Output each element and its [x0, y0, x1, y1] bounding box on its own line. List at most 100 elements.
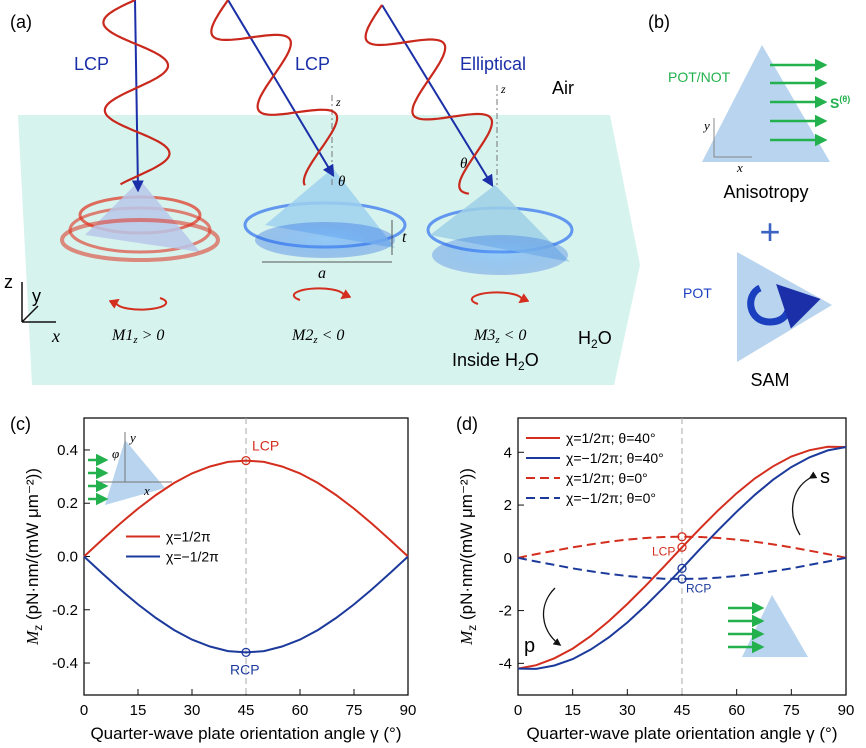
inside-label: Inside H2O: [452, 350, 539, 373]
axes: [100, 432, 172, 483]
annotation: LCP: [652, 544, 675, 558]
annotation: RCP: [230, 661, 260, 677]
beam-label: Elliptical: [460, 54, 526, 74]
inset-c: [88, 432, 172, 506]
sam-arrow: [747, 284, 821, 329]
y-tick-label: -4: [499, 655, 512, 672]
axis-letter: y: [702, 118, 710, 133]
ring: [432, 235, 568, 275]
x-tick-label: 60: [728, 702, 745, 719]
panel-label: (d): [456, 414, 478, 434]
marker: [241, 455, 251, 466]
x-tick-label: 75: [783, 702, 800, 719]
y-tick-label: 0.2: [57, 495, 78, 512]
y-label-symbol: M: [457, 630, 476, 646]
theta-label: θ: [338, 174, 346, 190]
panel-b: POT/NOT S(θ) y x Anisotropy + POT SAM: [668, 45, 850, 390]
pot-label: POT: [683, 285, 712, 301]
series-line: [83, 555, 409, 654]
x-tick-label: 15: [564, 702, 581, 719]
beam-label: LCP: [74, 54, 109, 74]
y-label-sub: z: [465, 625, 479, 631]
torque-arrow: [470, 291, 530, 305]
y-tick-label: 0: [504, 550, 512, 567]
x-tick-label: 0: [80, 702, 88, 719]
y-tick-label: -0.4: [52, 655, 78, 672]
ring: [255, 222, 395, 258]
legend-label: χ=−1/2π; θ=0°: [566, 490, 656, 506]
x-tick-label: 90: [400, 702, 417, 719]
x-tick-label: 90: [838, 702, 855, 719]
a-label: a: [318, 265, 326, 282]
z-label: z: [500, 82, 506, 96]
y-tick-label: -0.2: [52, 602, 78, 619]
helix: [102, 0, 171, 186]
series-line: [517, 445, 847, 670]
x-tick-label: 60: [292, 702, 309, 719]
panel-a: LCP LCP Elliptical Air z z θ θ t a M1z >…: [4, 0, 640, 385]
annotation: s: [820, 466, 830, 488]
y-tick-label: 0.0: [57, 549, 78, 566]
torque-label: M1z > 0: [111, 327, 164, 346]
y-axis-label: Mz (pN·nm/(mW μm⁻²)): [457, 468, 479, 646]
x-tick-label: 0: [514, 702, 522, 719]
x-axis-label: Quarter-wave plate orientation angle γ (…: [90, 724, 401, 743]
y-axis-label: Mz (pN·nm/(mW μm⁻²)): [23, 468, 45, 646]
y-tick-label: -2: [499, 603, 512, 620]
marker: [677, 563, 687, 574]
theta-label: θ: [460, 156, 468, 172]
pyramid: [85, 180, 200, 252]
axis-letter: z: [4, 272, 13, 292]
helix: [364, 4, 494, 195]
curve-arrow: [542, 587, 562, 646]
y-tick-label: 4: [504, 444, 512, 461]
legend-label: χ=1/2π; θ=40°: [566, 430, 656, 446]
panel-label: (b): [648, 12, 670, 32]
ring: [60, 218, 220, 262]
beam: [131, 0, 144, 193]
legend-label: χ=−1/2π; θ=40°: [566, 450, 664, 466]
annotation: p: [524, 635, 535, 657]
axes: [713, 118, 752, 158]
axes: [21, 282, 56, 323]
plus: +: [759, 211, 780, 252]
torque-label: M2z < 0: [291, 327, 344, 346]
air-label: Air: [552, 78, 574, 98]
x-axis-label: Quarter-wave plate orientation angle γ (…: [526, 724, 837, 743]
marker: [241, 647, 251, 658]
torque-label: M3z < 0: [473, 327, 526, 346]
helix: [210, 0, 339, 186]
axis-letter: y: [32, 286, 41, 306]
curve-arrow: [791, 471, 818, 536]
y-label-sub: z: [31, 625, 45, 631]
y-label-unit: (pN·nm/(mW μm⁻²)): [457, 468, 476, 625]
anisotropy-label: Anisotropy: [723, 182, 808, 202]
torque-arrow: [292, 287, 352, 301]
pot-label: POT/NOT: [668, 69, 731, 85]
x-tick-label: 45: [674, 702, 691, 719]
x-tick-label: 30: [619, 702, 636, 719]
x-tick-label: 75: [346, 702, 363, 719]
triangle: [702, 45, 830, 162]
y-label-symbol: M: [23, 630, 42, 646]
inset-label: φ: [112, 446, 119, 461]
beam: [227, 0, 335, 178]
legend-label: χ=−1/2π: [166, 549, 219, 565]
triangle: [105, 440, 165, 505]
legend-label: χ=1/2π: [166, 529, 211, 545]
s-label: S(θ): [830, 94, 850, 111]
series-line: [517, 446, 847, 670]
z-label: z: [335, 95, 341, 109]
annotation: LCP: [252, 438, 279, 454]
y-tick-label: 0.4: [57, 442, 78, 459]
annotation: RCP: [686, 581, 711, 595]
marker: [677, 574, 687, 584]
x-tick-label: 30: [184, 702, 201, 719]
h2o-label: H2O: [578, 328, 612, 351]
beam-label: LCP: [295, 54, 330, 74]
panel-label: (c): [10, 414, 31, 434]
inset-d: [542, 471, 818, 657]
x-tick-label: 45: [238, 702, 255, 719]
axis-letter: x: [736, 160, 743, 175]
